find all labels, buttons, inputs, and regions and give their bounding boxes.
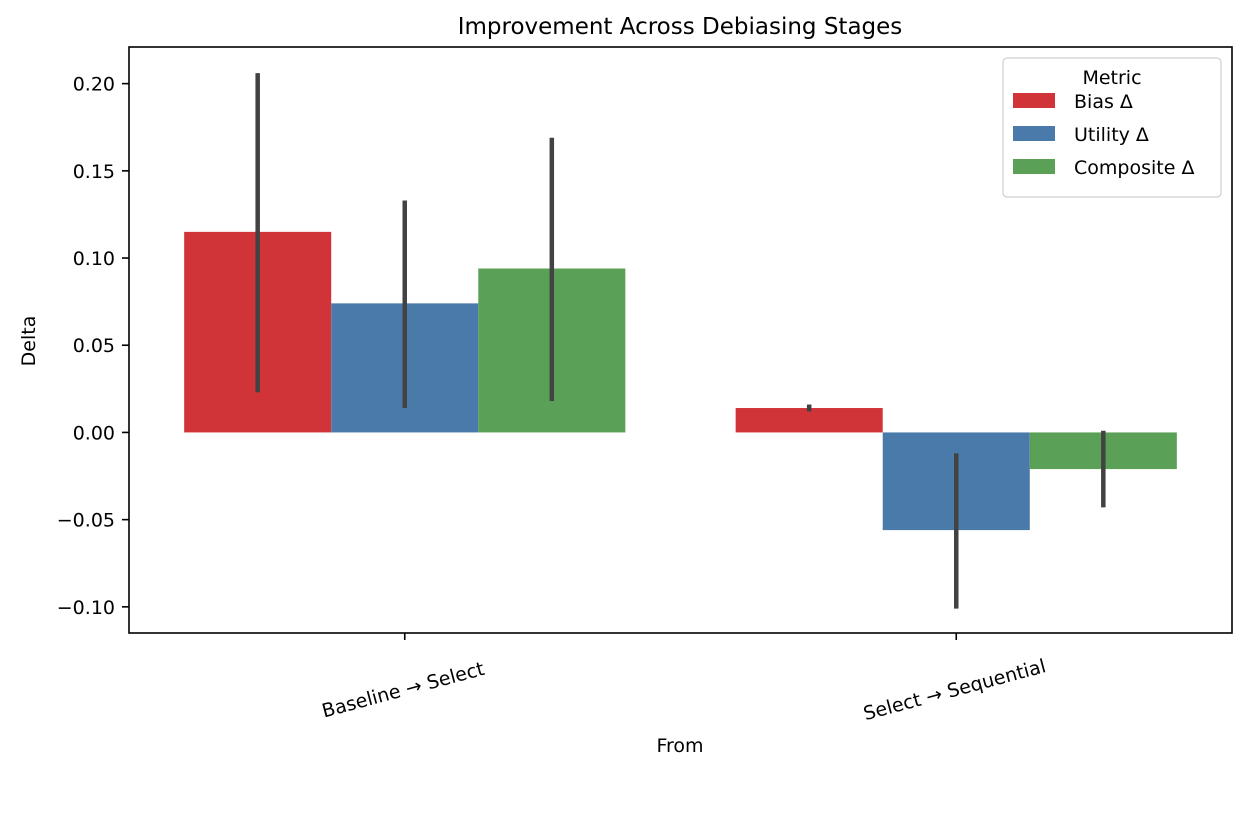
legend-swatch-utility — [1013, 126, 1055, 141]
legend: Metric Bias Δ Utility Δ Composite Δ — [1002, 57, 1222, 198]
legend-label-utility: Utility Δ — [1074, 124, 1149, 146]
legend-label-bias: Bias Δ — [1074, 91, 1133, 113]
error-bars-layer — [255, 73, 1106, 609]
y-tick-label: 0.20 — [73, 74, 115, 96]
y-tick-label: 0.00 — [73, 422, 115, 444]
x-axis-title: From — [656, 735, 703, 757]
y-tick-label: 0.05 — [73, 335, 115, 357]
legend-swatch-bias — [1013, 93, 1055, 108]
y-axis-title: Delta — [18, 316, 40, 367]
legend-title: Metric — [1082, 67, 1141, 89]
y-tick-label: 0.15 — [73, 161, 115, 183]
chart-title: Improvement Across Debiasing Stages — [458, 14, 903, 40]
legend-box — [1002, 57, 1222, 198]
y-tick-label: −0.05 — [57, 510, 115, 532]
x-tick-label-2: Select → Sequential — [861, 655, 1048, 725]
legend-label-composite: Composite Δ — [1074, 157, 1194, 179]
bar-bias-2 — [735, 408, 883, 433]
y-tick-label: −0.10 — [57, 597, 115, 619]
x-tick-label-1: Baseline → Select — [320, 658, 487, 723]
y-tick-label: 0.10 — [73, 248, 115, 270]
y-axis: −0.10 −0.05 0.00 0.05 0.10 0.15 0.20 — [57, 74, 129, 619]
bars-layer — [184, 231, 1177, 531]
plot-frame — [128, 46, 1233, 634]
legend-swatch-composite — [1013, 159, 1055, 174]
x-axis: Baseline → Select Select → Sequential — [320, 633, 1048, 725]
